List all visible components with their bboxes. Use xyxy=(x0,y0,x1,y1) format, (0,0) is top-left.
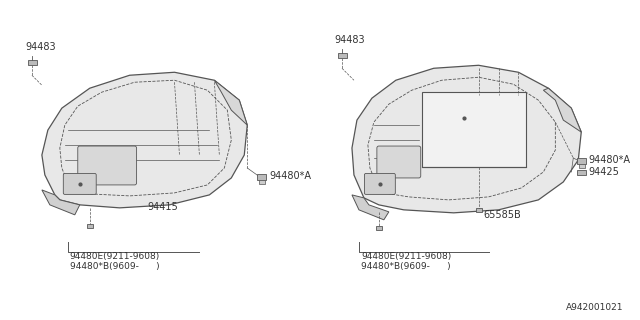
Text: 94480E(9211-9608): 94480E(9211-9608) xyxy=(361,252,451,261)
FancyBboxPatch shape xyxy=(78,146,136,185)
Bar xyxy=(577,170,586,175)
Text: 94483: 94483 xyxy=(25,42,56,52)
Text: 94480*B(9609-      ): 94480*B(9609- ) xyxy=(361,262,451,271)
Text: 94480*B(9609-      ): 94480*B(9609- ) xyxy=(70,262,159,271)
Text: A942001021: A942001021 xyxy=(566,302,623,312)
Bar xyxy=(422,92,527,167)
Bar xyxy=(577,158,586,164)
Text: 94415: 94415 xyxy=(148,202,179,212)
Bar xyxy=(476,208,481,212)
Bar xyxy=(579,164,585,168)
Polygon shape xyxy=(42,72,247,208)
Text: 94483: 94483 xyxy=(334,35,365,45)
Bar xyxy=(87,224,93,228)
Text: 65585B: 65585B xyxy=(484,210,522,220)
Text: 94425: 94425 xyxy=(588,167,619,177)
Text: 94480E(9211-9608): 94480E(9211-9608) xyxy=(70,252,160,261)
Polygon shape xyxy=(42,190,80,215)
Text: 94480*A: 94480*A xyxy=(588,155,630,165)
FancyBboxPatch shape xyxy=(63,173,96,194)
Polygon shape xyxy=(352,195,389,220)
Bar xyxy=(338,53,347,58)
Text: 94480*A: 94480*A xyxy=(269,171,311,181)
Bar xyxy=(28,60,37,65)
Polygon shape xyxy=(543,88,581,132)
Bar xyxy=(376,226,382,230)
Bar xyxy=(259,180,265,184)
Bar xyxy=(257,174,266,180)
FancyBboxPatch shape xyxy=(377,146,420,178)
Polygon shape xyxy=(352,65,581,213)
Polygon shape xyxy=(214,80,247,125)
FancyBboxPatch shape xyxy=(364,173,396,194)
